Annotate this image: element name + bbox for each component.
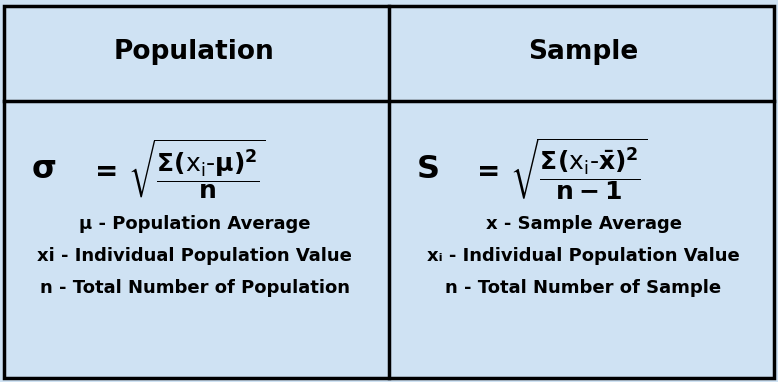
Text: $\mathbf{\sigma}$: $\mathbf{\sigma}$ <box>31 154 56 186</box>
Text: $\mathbf{S}$: $\mathbf{S}$ <box>416 154 439 186</box>
Text: $\mathbf{\sqrt{\dfrac{\Sigma(\mathrm{x_i}\text{-}\bar{x})^2}{n-1}}}$: $\mathbf{\sqrt{\dfrac{\Sigma(\mathrm{x_i… <box>510 137 647 203</box>
Text: μ - Population Average
xi - Individual Population Value
n - Total Number of Popu: μ - Population Average xi - Individual P… <box>37 215 352 297</box>
Text: x - Sample Average
xᵢ - Individual Population Value
n - Total Number of Sample: x - Sample Average xᵢ - Individual Popul… <box>427 215 740 297</box>
Text: $\mathbf{=}$: $\mathbf{=}$ <box>471 156 499 184</box>
Text: Sample: Sample <box>528 39 639 65</box>
Text: Population: Population <box>114 39 275 65</box>
Text: $\mathbf{=}$: $\mathbf{=}$ <box>89 156 117 184</box>
Text: $\mathbf{\sqrt{\dfrac{\Sigma(\mathrm{x_i}\text{-}\mu)^2}{n}}}$: $\mathbf{\sqrt{\dfrac{\Sigma(\mathrm{x_i… <box>128 138 266 202</box>
